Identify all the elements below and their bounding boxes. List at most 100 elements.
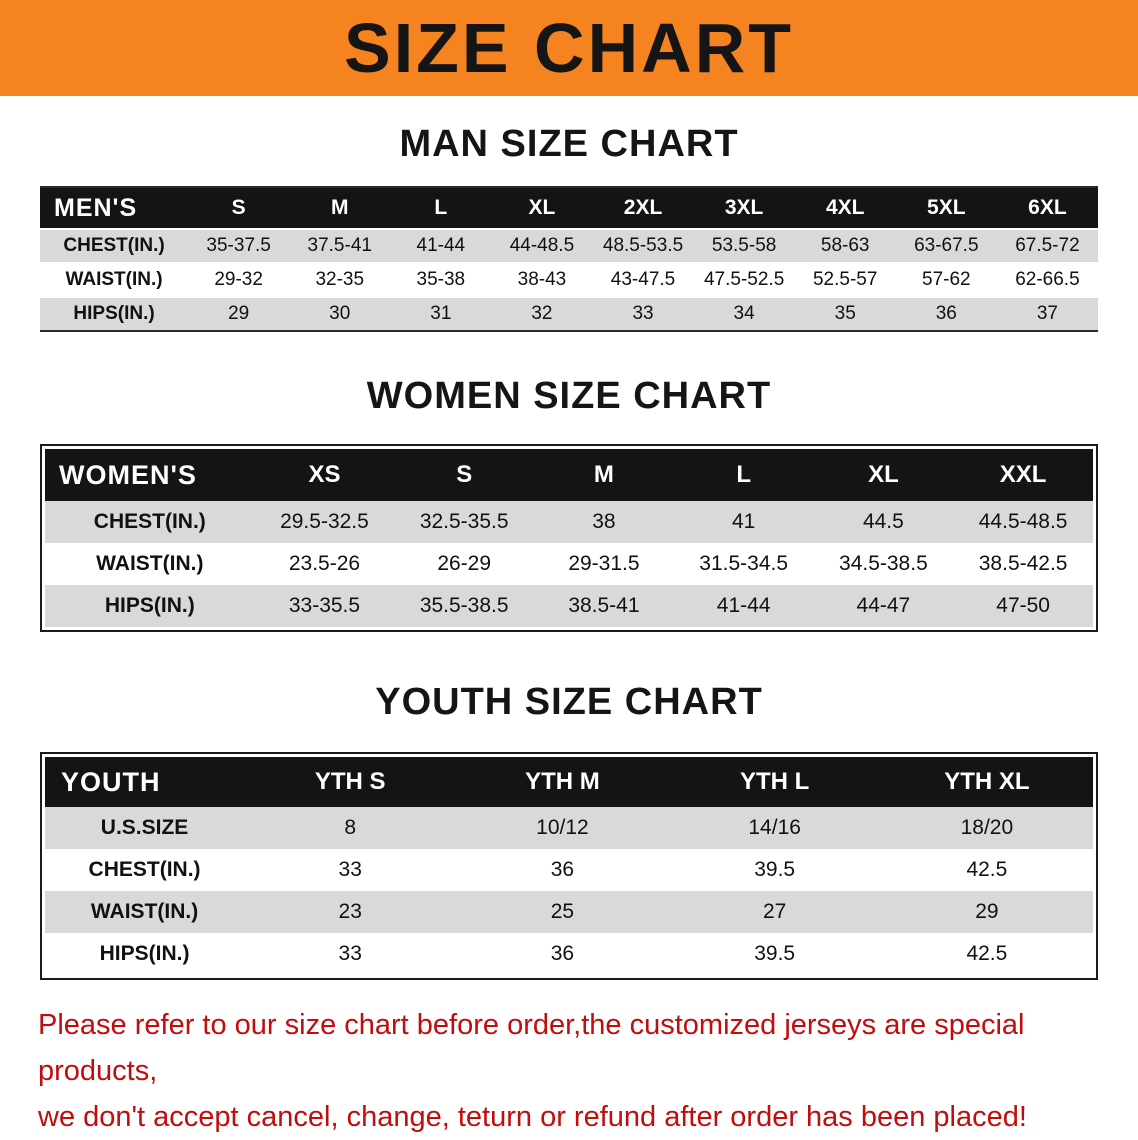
- size-header-cell: 4XL: [794, 187, 896, 229]
- measurement-value: 63-67.5: [895, 228, 997, 263]
- measurement-value: 37: [996, 296, 1098, 331]
- measurement-value: 39.5: [668, 849, 881, 891]
- measurement-row: CHEST(IN.) 35-37.5 37.5-41 41-44 44-48.5 48.5…: [40, 228, 1098, 263]
- men-section-heading: MAN SIZE CHART: [399, 123, 739, 165]
- youth-section-heading: YOUTH SIZE CHART: [375, 681, 763, 723]
- measurement-value: 29.5-32.5: [254, 501, 395, 543]
- measurement-value: 38-43: [491, 262, 593, 297]
- measurement-value: 58-63: [794, 228, 896, 263]
- measurement-value: 25: [456, 891, 669, 933]
- measurement-value: 44-48.5: [491, 228, 593, 263]
- measurement-value: 52.5-57: [794, 262, 896, 297]
- men-table-wrap: MEN'S S M L XL 2XL 3XL 4XL 5XL 6XL CHEST(IN.) 35-37…: [40, 186, 1098, 332]
- measurement-value: 38.5-41: [534, 585, 674, 627]
- youth-table-frame: YOUTH YTH S YTH M YTH L YTH XL U.S.SIZE 8 10/12…: [40, 752, 1098, 980]
- measurement-value: 36: [456, 849, 669, 891]
- banner: SIZE CHART: [0, 0, 1138, 96]
- measurement-value: 35-37.5: [188, 228, 290, 263]
- size-header-cell: YTH M: [456, 757, 669, 807]
- measurement-value: 35-38: [390, 262, 492, 297]
- youth-table-wrap: YOUTH YTH S YTH M YTH L YTH XL U.S.SIZE 8 10/12…: [40, 752, 1098, 980]
- women-size-section: WOMEN SIZE CHART WOMEN'S XS S M L XL XXL CHEST(…: [0, 374, 1138, 632]
- measurement-row: CHEST(IN.) 33 36 39.5 42.5: [45, 849, 1093, 891]
- women-table-wrap: WOMEN'S XS S M L XL XXL CHEST(IN.) 29.5-32.5 32.5…: [40, 444, 1098, 632]
- size-header-cell: 5XL: [895, 187, 997, 229]
- measurement-value: 42.5: [880, 933, 1093, 975]
- table-header-row: WOMEN'S XS S M L XL XXL: [45, 449, 1093, 501]
- measurement-value: 30: [289, 296, 391, 331]
- measurement-value: 53.5-58: [693, 228, 795, 263]
- measurement-value: 37.5-41: [289, 228, 391, 263]
- measurement-value: 14/16: [668, 807, 881, 849]
- page-title: SIZE CHART: [344, 9, 794, 87]
- size-header-cell: YTH L: [668, 757, 881, 807]
- measurement-value: 33-35.5: [254, 585, 395, 627]
- measurement-value: 41-44: [673, 585, 814, 627]
- size-header-cell: XL: [491, 187, 593, 229]
- measurement-value: 47.5-52.5: [693, 262, 795, 297]
- measurement-value: 29: [880, 891, 1093, 933]
- measurement-value: 34.5-38.5: [813, 543, 954, 585]
- women-size-table: WOMEN'S XS S M L XL XXL CHEST(IN.) 29.5-32.5 32.5…: [45, 449, 1093, 627]
- measurement-label: U.S.SIZE: [45, 807, 245, 849]
- size-header-cell: L: [673, 449, 814, 501]
- measurement-value: 23: [244, 891, 457, 933]
- table-header-row: YOUTH YTH S YTH M YTH L YTH XL: [45, 757, 1093, 807]
- measurement-value: 23.5-26: [254, 543, 395, 585]
- measurement-label: WAIST(IN.): [45, 891, 245, 933]
- table-title-cell: WOMEN'S: [45, 449, 255, 501]
- measurement-value: 32.5-35.5: [394, 501, 535, 543]
- measurement-value: 44.5: [813, 501, 954, 543]
- measurement-value: 27: [668, 891, 881, 933]
- measurement-value: 44-47: [813, 585, 954, 627]
- measurement-row: WAIST(IN.) 29-32 32-35 35-38 38-43 43-47.5 47.…: [40, 262, 1098, 297]
- measurement-value: 36: [456, 933, 669, 975]
- measurement-value: 31.5-34.5: [673, 543, 814, 585]
- measurement-value: 44.5-48.5: [953, 501, 1093, 543]
- women-table-frame: WOMEN'S XS S M L XL XXL CHEST(IN.) 29.5-32.5 32.5…: [40, 444, 1098, 632]
- measurement-value: 47-50: [953, 585, 1093, 627]
- measurement-value: 41-44: [390, 228, 492, 263]
- size-header-cell: S: [188, 187, 290, 229]
- measurement-label: CHEST(IN.): [45, 501, 255, 543]
- measurement-value: 43-47.5: [592, 262, 694, 297]
- table-title-cell: MEN'S: [40, 187, 189, 229]
- measurement-value: 33: [244, 849, 457, 891]
- measurement-value: 42.5: [880, 849, 1093, 891]
- measurement-row: HIPS(IN.) 29 30 31 32 33 34 35 36 37: [40, 296, 1098, 331]
- measurement-row: WAIST(IN.) 23 25 27 29: [45, 891, 1093, 933]
- men-size-table: MEN'S S M L XL 2XL 3XL 4XL 5XL 6XL CHEST(IN.) 35-37…: [40, 186, 1098, 332]
- size-header-cell: 2XL: [592, 187, 694, 229]
- measurement-value: 39.5: [668, 933, 881, 975]
- size-header-cell: XXL: [953, 449, 1093, 501]
- size-header-cell: M: [289, 187, 391, 229]
- table-header-row: MEN'S S M L XL 2XL 3XL 4XL 5XL 6XL: [40, 187, 1098, 229]
- measurement-label: WAIST(IN.): [40, 262, 189, 297]
- measurement-label: HIPS(IN.): [45, 933, 245, 975]
- size-header-cell: YTH S: [244, 757, 457, 807]
- size-header-cell: M: [534, 449, 674, 501]
- size-header-cell: L: [390, 187, 492, 229]
- measurement-value: 33: [244, 933, 457, 975]
- measurement-value: 34: [693, 296, 795, 331]
- measurement-value: 8: [244, 807, 457, 849]
- youth-size-section: YOUTH SIZE CHART YOUTH YTH S YTH M YTH L YTH…: [0, 680, 1138, 980]
- measurement-value: 32-35: [289, 262, 391, 297]
- measurement-value: 41: [673, 501, 814, 543]
- measurement-value: 36: [895, 296, 997, 331]
- measurement-label: CHEST(IN.): [40, 228, 189, 263]
- size-header-cell: YTH XL: [880, 757, 1093, 807]
- measurement-value: 26-29: [394, 543, 535, 585]
- measurement-value: 31: [390, 296, 492, 331]
- size-header-cell: S: [394, 449, 535, 501]
- disclaimer-line-1: Please refer to our size chart before or…: [38, 1009, 1025, 1087]
- disclaimer-line-2: we don't accept cancel, change, teturn o…: [38, 1101, 1027, 1133]
- measurement-value: 29-31.5: [534, 543, 674, 585]
- measurement-label: HIPS(IN.): [45, 585, 255, 627]
- measurement-row: CHEST(IN.) 29.5-32.5 32.5-35.5 38 41 44.5 44.5…: [45, 501, 1093, 543]
- men-size-section: MAN SIZE CHART MEN'S S M L XL 2XL 3XL 4XL 5XL 6XL…: [0, 122, 1138, 332]
- youth-size-table: YOUTH YTH S YTH M YTH L YTH XL U.S.SIZE 8 10/12…: [45, 757, 1093, 975]
- measurement-row: HIPS(IN.) 33-35.5 35.5-38.5 38.5-41 41-44 44-…: [45, 585, 1093, 627]
- measurement-label: WAIST(IN.): [45, 543, 255, 585]
